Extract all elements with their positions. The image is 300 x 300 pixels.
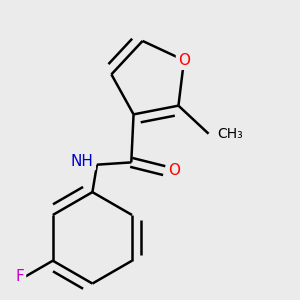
Text: CH₃: CH₃ xyxy=(217,127,242,141)
Text: O: O xyxy=(178,53,190,68)
Text: F: F xyxy=(15,269,24,284)
Text: NH: NH xyxy=(71,154,94,169)
Text: O: O xyxy=(168,163,180,178)
